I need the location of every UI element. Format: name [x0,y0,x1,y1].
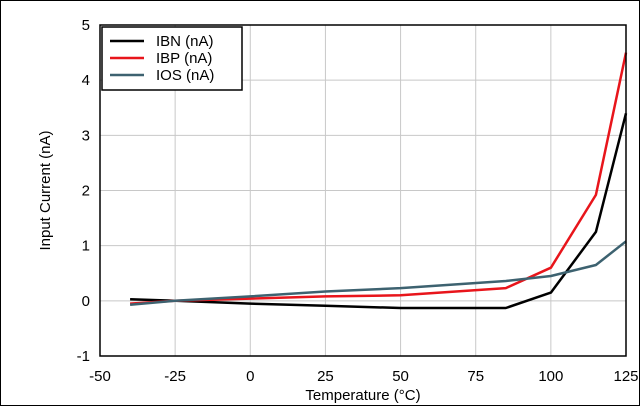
y-tick-label: 4 [82,72,90,89]
x-tick-label: -50 [89,368,111,385]
legend-label: IBN (nA) [156,33,214,50]
series-line-2 [129,240,627,306]
y-tick-label: 0 [82,293,90,310]
y-tick-label: 1 [82,238,90,255]
x-tick-label: 75 [467,368,484,385]
x-tick-label: 100 [538,368,563,385]
x-tick-label: 25 [317,368,334,385]
x-tick-label: 50 [392,368,409,385]
x-tick-label: 125 [613,368,638,385]
y-tick-label: 5 [82,17,90,34]
y-axis-ticks: -1 0 1 2 3 4 5 [77,17,90,365]
x-tick-label: -25 [164,368,186,385]
y-tick-label: 3 [82,127,90,144]
series-line-0 [130,112,628,310]
legend: IBN (nA)IBP (nA)IOS (nA) [101,26,243,91]
x-axis-ticks: -50 -25 0 25 50 75 100 125 [89,368,638,385]
legend-label: IOS (nA) [156,67,214,84]
y-axis-title: Input Current (nA) [37,130,54,250]
y-tick-label: 2 [82,183,90,200]
plot-area [99,24,627,357]
y-tick-label: -1 [77,348,90,365]
series-lines [129,52,628,310]
legend-label: IBP (nA) [156,50,212,67]
x-tick-label: 0 [246,368,254,385]
x-axis-title: Temperature (°C) [305,387,420,404]
